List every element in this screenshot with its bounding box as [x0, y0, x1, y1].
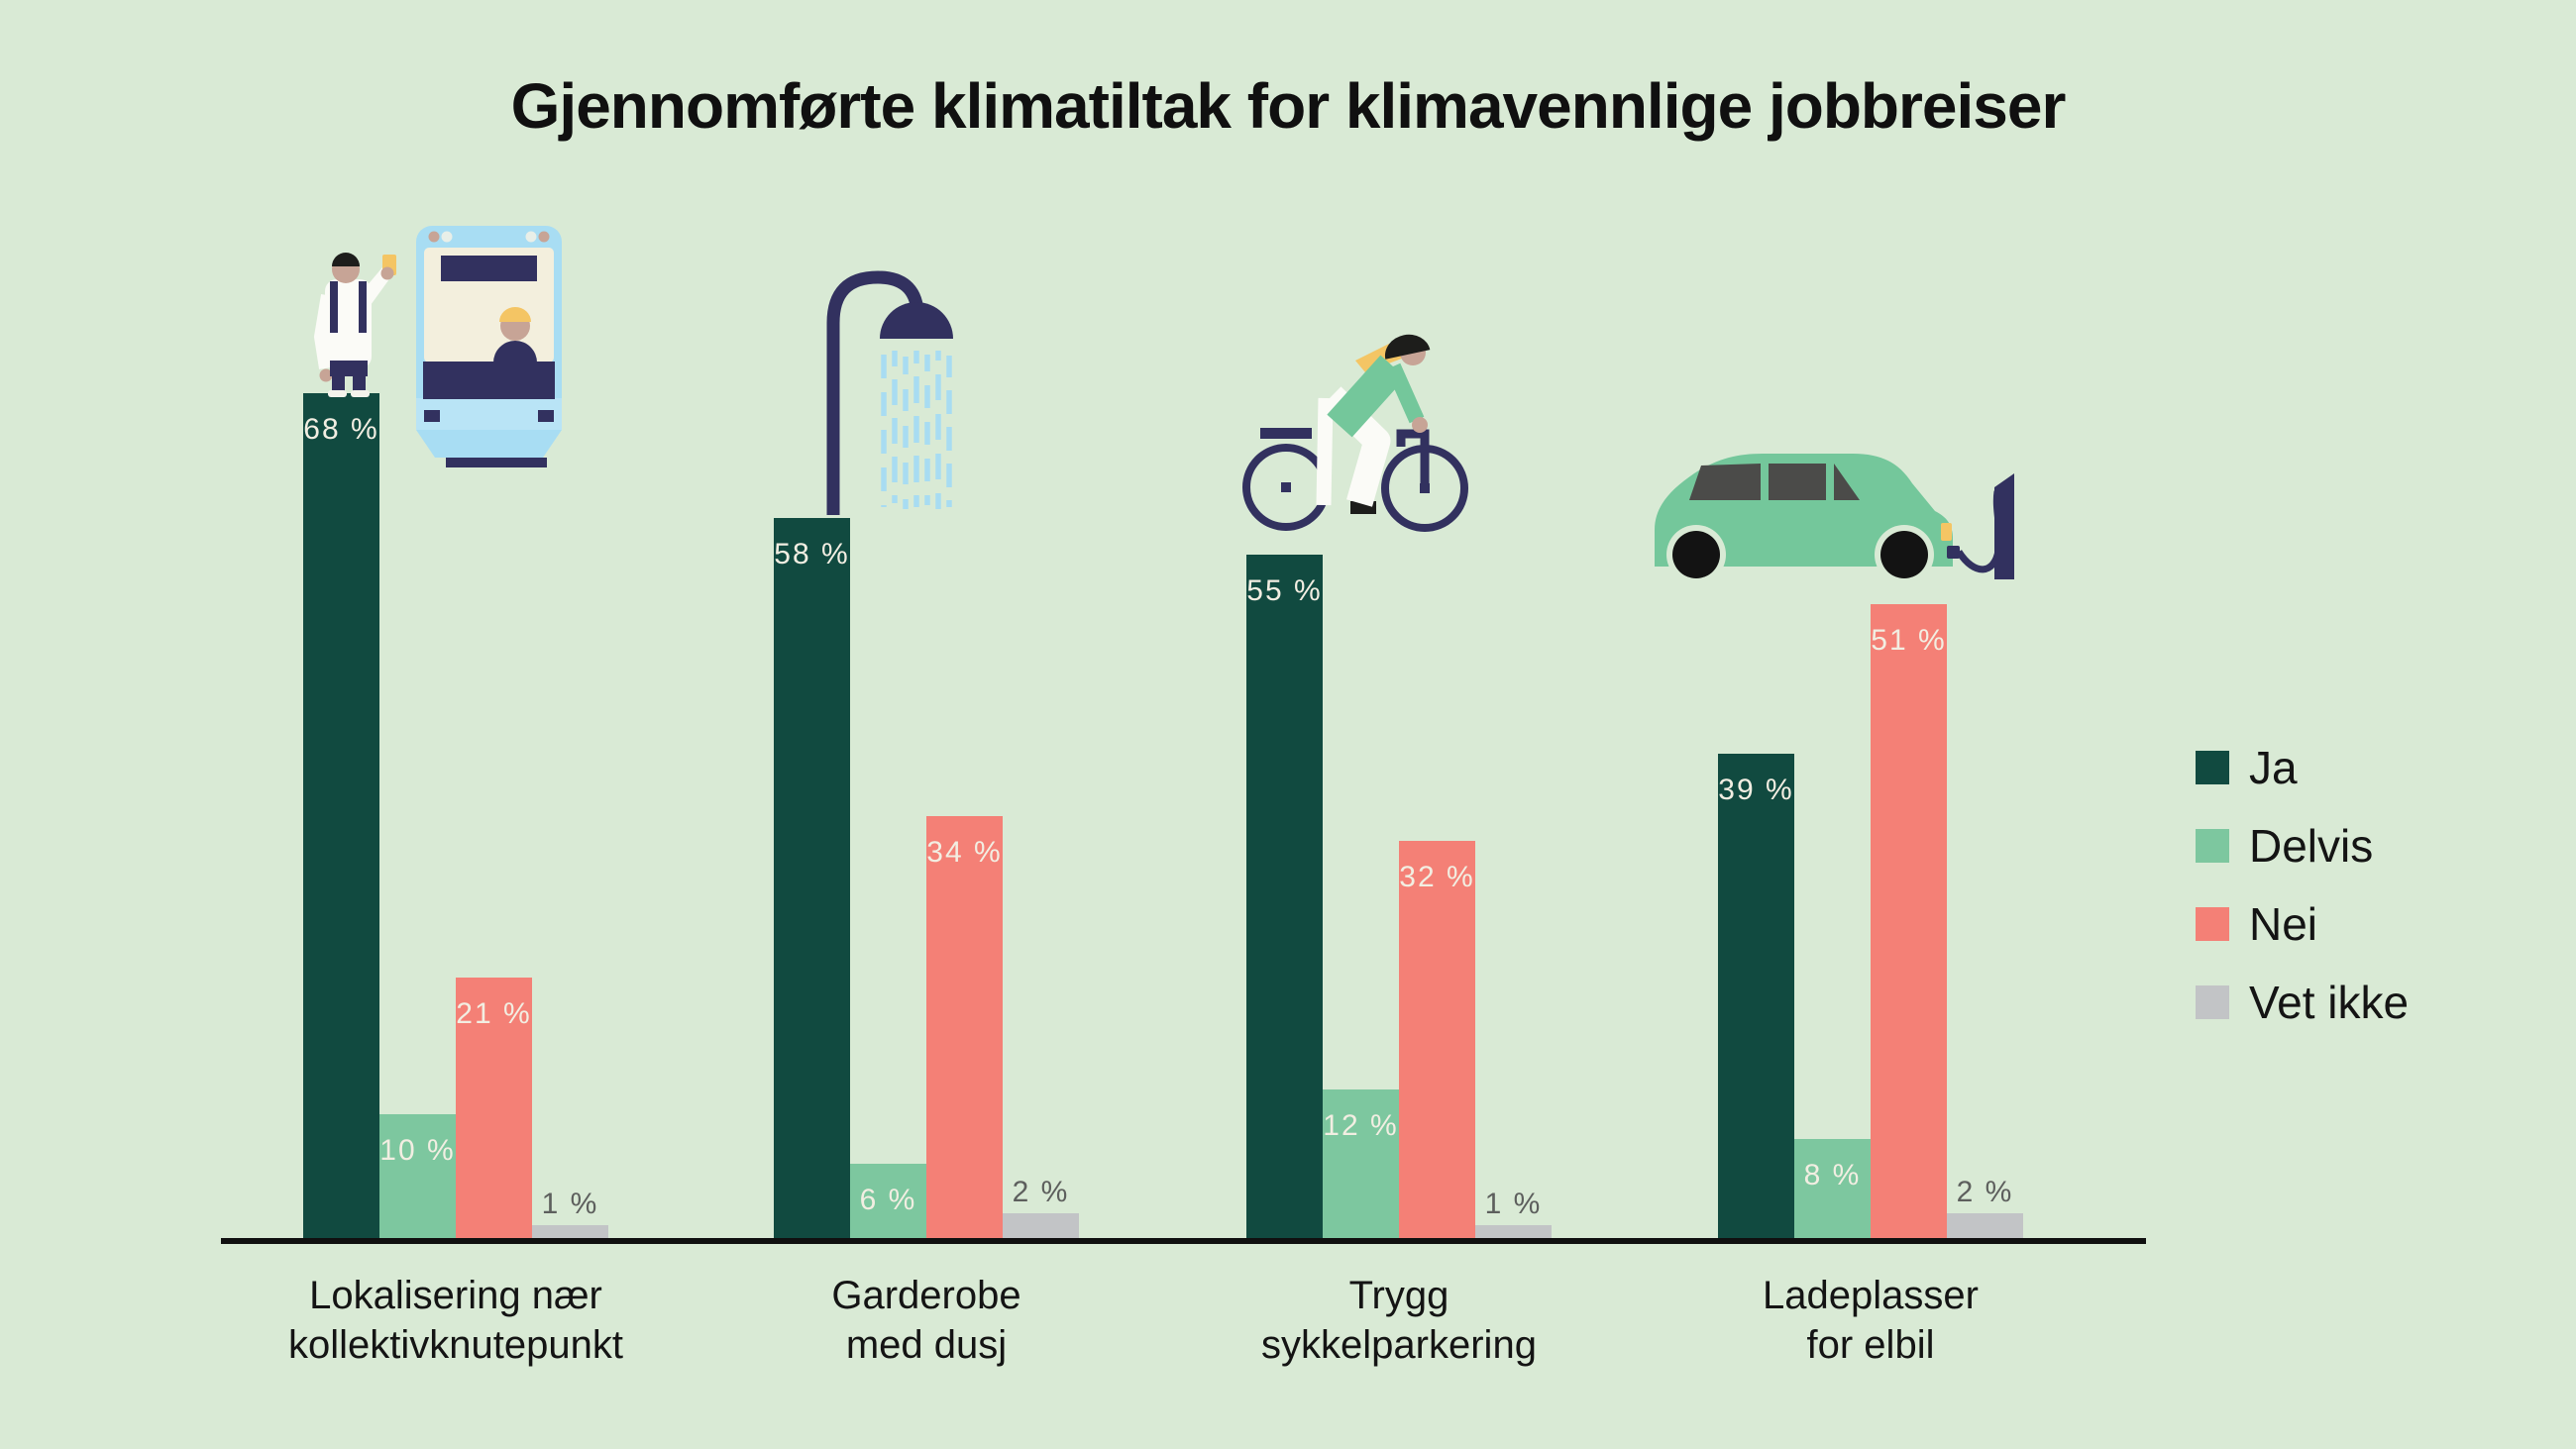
- bar-delvis-group2: [850, 1164, 926, 1238]
- chart-title: Gjennomførte klimatiltak for klimavennli…: [510, 70, 2067, 142]
- water-drops: [881, 351, 952, 509]
- waiting-person-icon: [313, 253, 396, 397]
- category-label-4: Ladeplasser for elbil: [1763, 1274, 1979, 1367]
- bar-ja-group4: [1718, 754, 1794, 1238]
- bar-vet-ikke-group2: [1003, 1213, 1079, 1238]
- bar-delvis-group3: [1323, 1089, 1399, 1238]
- legend-item-delvis: Delvis: [2196, 820, 2409, 872]
- shower-icon: [826, 270, 953, 515]
- legend-swatch-ja: [2196, 751, 2229, 784]
- tram-driver-icon: [493, 307, 537, 362]
- bar-value-label-delvis-group3: 12 %: [1323, 1109, 1399, 1142]
- bar-vet-ikke-group4: [1947, 1213, 2023, 1238]
- bar-vet-ikke-group1: [532, 1225, 608, 1238]
- bar-value-label-ja-group3: 55 %: [1246, 574, 1323, 607]
- bar-value-label-delvis-group4: 8 %: [1803, 1159, 1862, 1191]
- charging-station-icon: [1947, 473, 2014, 579]
- cyclist-person-icon: [1316, 334, 1431, 507]
- bar-value-label-ja-group2: 58 %: [774, 538, 850, 570]
- bar-value-label-nei-group2: 34 %: [926, 836, 1003, 869]
- category-label-1: Lokalisering nær kollektivknutepunkt: [288, 1274, 623, 1367]
- bar-value-label-ja-group4: 39 %: [1718, 774, 1794, 806]
- bar-value-label-nei-group3: 32 %: [1399, 861, 1475, 893]
- bar-delvis-group1: [379, 1114, 456, 1238]
- bar-nei-group4: [1871, 604, 1947, 1238]
- category-label-2: Garderobe med dusj: [831, 1274, 1021, 1367]
- bar-value-label-vet-ikke-group4: 2 %: [1956, 1176, 2014, 1208]
- bar-value-label-vet-ikke-group3: 1 %: [1484, 1188, 1543, 1220]
- legend-swatch-delvis: [2196, 829, 2229, 863]
- bar-ja-group2: [774, 518, 850, 1238]
- bar-nei-group3: [1399, 841, 1475, 1238]
- bar-value-label-delvis-group1: 10 %: [379, 1134, 456, 1167]
- legend-item-nei: Nei: [2196, 898, 2409, 950]
- bar-nei-group1: [456, 978, 532, 1238]
- legend-label-vet-ikke: Vet ikke: [2249, 977, 2410, 1028]
- shower-head: [880, 302, 953, 339]
- legend-swatch-vet-ikke: [2196, 985, 2229, 1019]
- legend: Ja Delvis Nei Vet ikke: [2196, 742, 2409, 1058]
- bar-value-label-nei-group1: 21 %: [456, 997, 532, 1030]
- legend-item-vet-ikke: Vet ikke: [2196, 977, 2409, 1028]
- legend-label-ja: Ja: [2249, 742, 2298, 793]
- category-label-3: Trygg sykkelparkering: [1261, 1274, 1537, 1367]
- bicycle-commuter-icon: [1242, 334, 1468, 532]
- bar-value-label-delvis-group2: 6 %: [859, 1184, 917, 1216]
- tram-icon: [416, 226, 562, 467]
- legend-item-ja: Ja: [2196, 742, 2409, 793]
- bar-nei-group2: [926, 816, 1003, 1238]
- bar-value-label-vet-ikke-group2: 2 %: [1012, 1176, 1070, 1208]
- x-axis-line: [221, 1238, 2146, 1244]
- ev-charging-icon: [1655, 454, 2014, 584]
- legend-swatch-nei: [2196, 907, 2229, 941]
- tram-stop-icon: [313, 226, 562, 467]
- bar-value-label-ja-group1: 68 %: [303, 413, 379, 446]
- bar-ja-group1: [303, 393, 379, 1238]
- bar-ja-group3: [1246, 555, 1323, 1238]
- bar-vet-ikke-group3: [1475, 1225, 1552, 1238]
- bar-value-label-nei-group4: 51 %: [1871, 624, 1947, 657]
- bar-delvis-group4: [1794, 1139, 1871, 1238]
- car-icon: [1655, 454, 1953, 584]
- bar-value-label-vet-ikke-group1: 1 %: [541, 1188, 599, 1220]
- legend-label-nei: Nei: [2249, 898, 2318, 950]
- legend-label-delvis: Delvis: [2249, 820, 2374, 872]
